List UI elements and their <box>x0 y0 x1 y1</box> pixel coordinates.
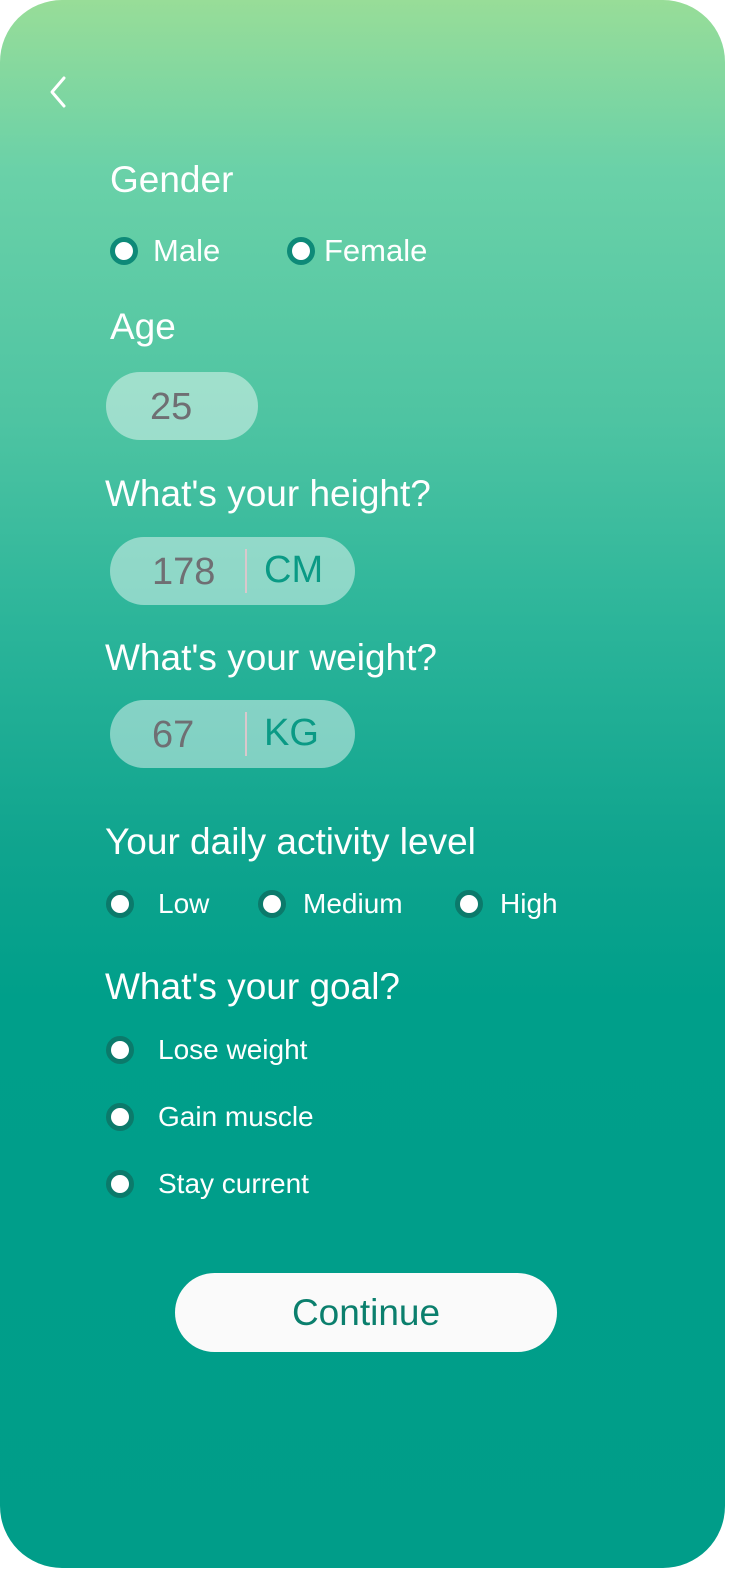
back-button[interactable] <box>44 74 74 110</box>
activity-low-label[interactable]: Low <box>158 888 210 919</box>
chevron-left-icon <box>50 76 66 108</box>
divider <box>245 549 247 593</box>
gender-female-label[interactable]: Female <box>324 233 428 268</box>
gender-label: Gender <box>110 159 234 200</box>
goal-lose-weight-label[interactable]: Lose weight <box>158 1034 308 1065</box>
goal-lose-weight-radio[interactable] <box>106 1036 134 1064</box>
activity-medium-radio[interactable] <box>258 890 286 918</box>
gender-male-radio[interactable] <box>110 237 138 265</box>
gender-female-radio[interactable] <box>287 237 315 265</box>
goal-stay-current-radio[interactable] <box>106 1170 134 1198</box>
height-input[interactable]: 178 CM <box>110 537 355 605</box>
height-unit: CM <box>264 549 324 591</box>
height-label: What's your height? <box>105 473 431 514</box>
gender-male-label[interactable]: Male <box>153 233 221 268</box>
height-value: 178 <box>152 551 216 593</box>
goal-gain-muscle-label[interactable]: Gain muscle <box>158 1101 314 1132</box>
age-input[interactable]: 25 <box>106 372 258 440</box>
weight-label: What's your weight? <box>105 637 437 678</box>
goal-stay-current-label[interactable]: Stay current <box>158 1168 309 1199</box>
age-label: Age <box>110 306 176 347</box>
activity-low-radio[interactable] <box>106 890 134 918</box>
activity-medium-label[interactable]: Medium <box>303 888 403 919</box>
activity-label: Your daily activity level <box>105 821 476 862</box>
weight-value: 67 <box>152 714 195 756</box>
continue-button[interactable]: Continue <box>175 1273 557 1352</box>
age-value: 25 <box>150 386 193 428</box>
goal-gain-muscle-radio[interactable] <box>106 1103 134 1131</box>
activity-high-radio[interactable] <box>455 890 483 918</box>
divider <box>245 712 247 756</box>
goal-label: What's your goal? <box>105 966 400 1007</box>
weight-unit: KG <box>264 712 319 754</box>
weight-input[interactable]: 67 KG <box>110 700 355 768</box>
activity-high-label[interactable]: High <box>500 888 558 919</box>
